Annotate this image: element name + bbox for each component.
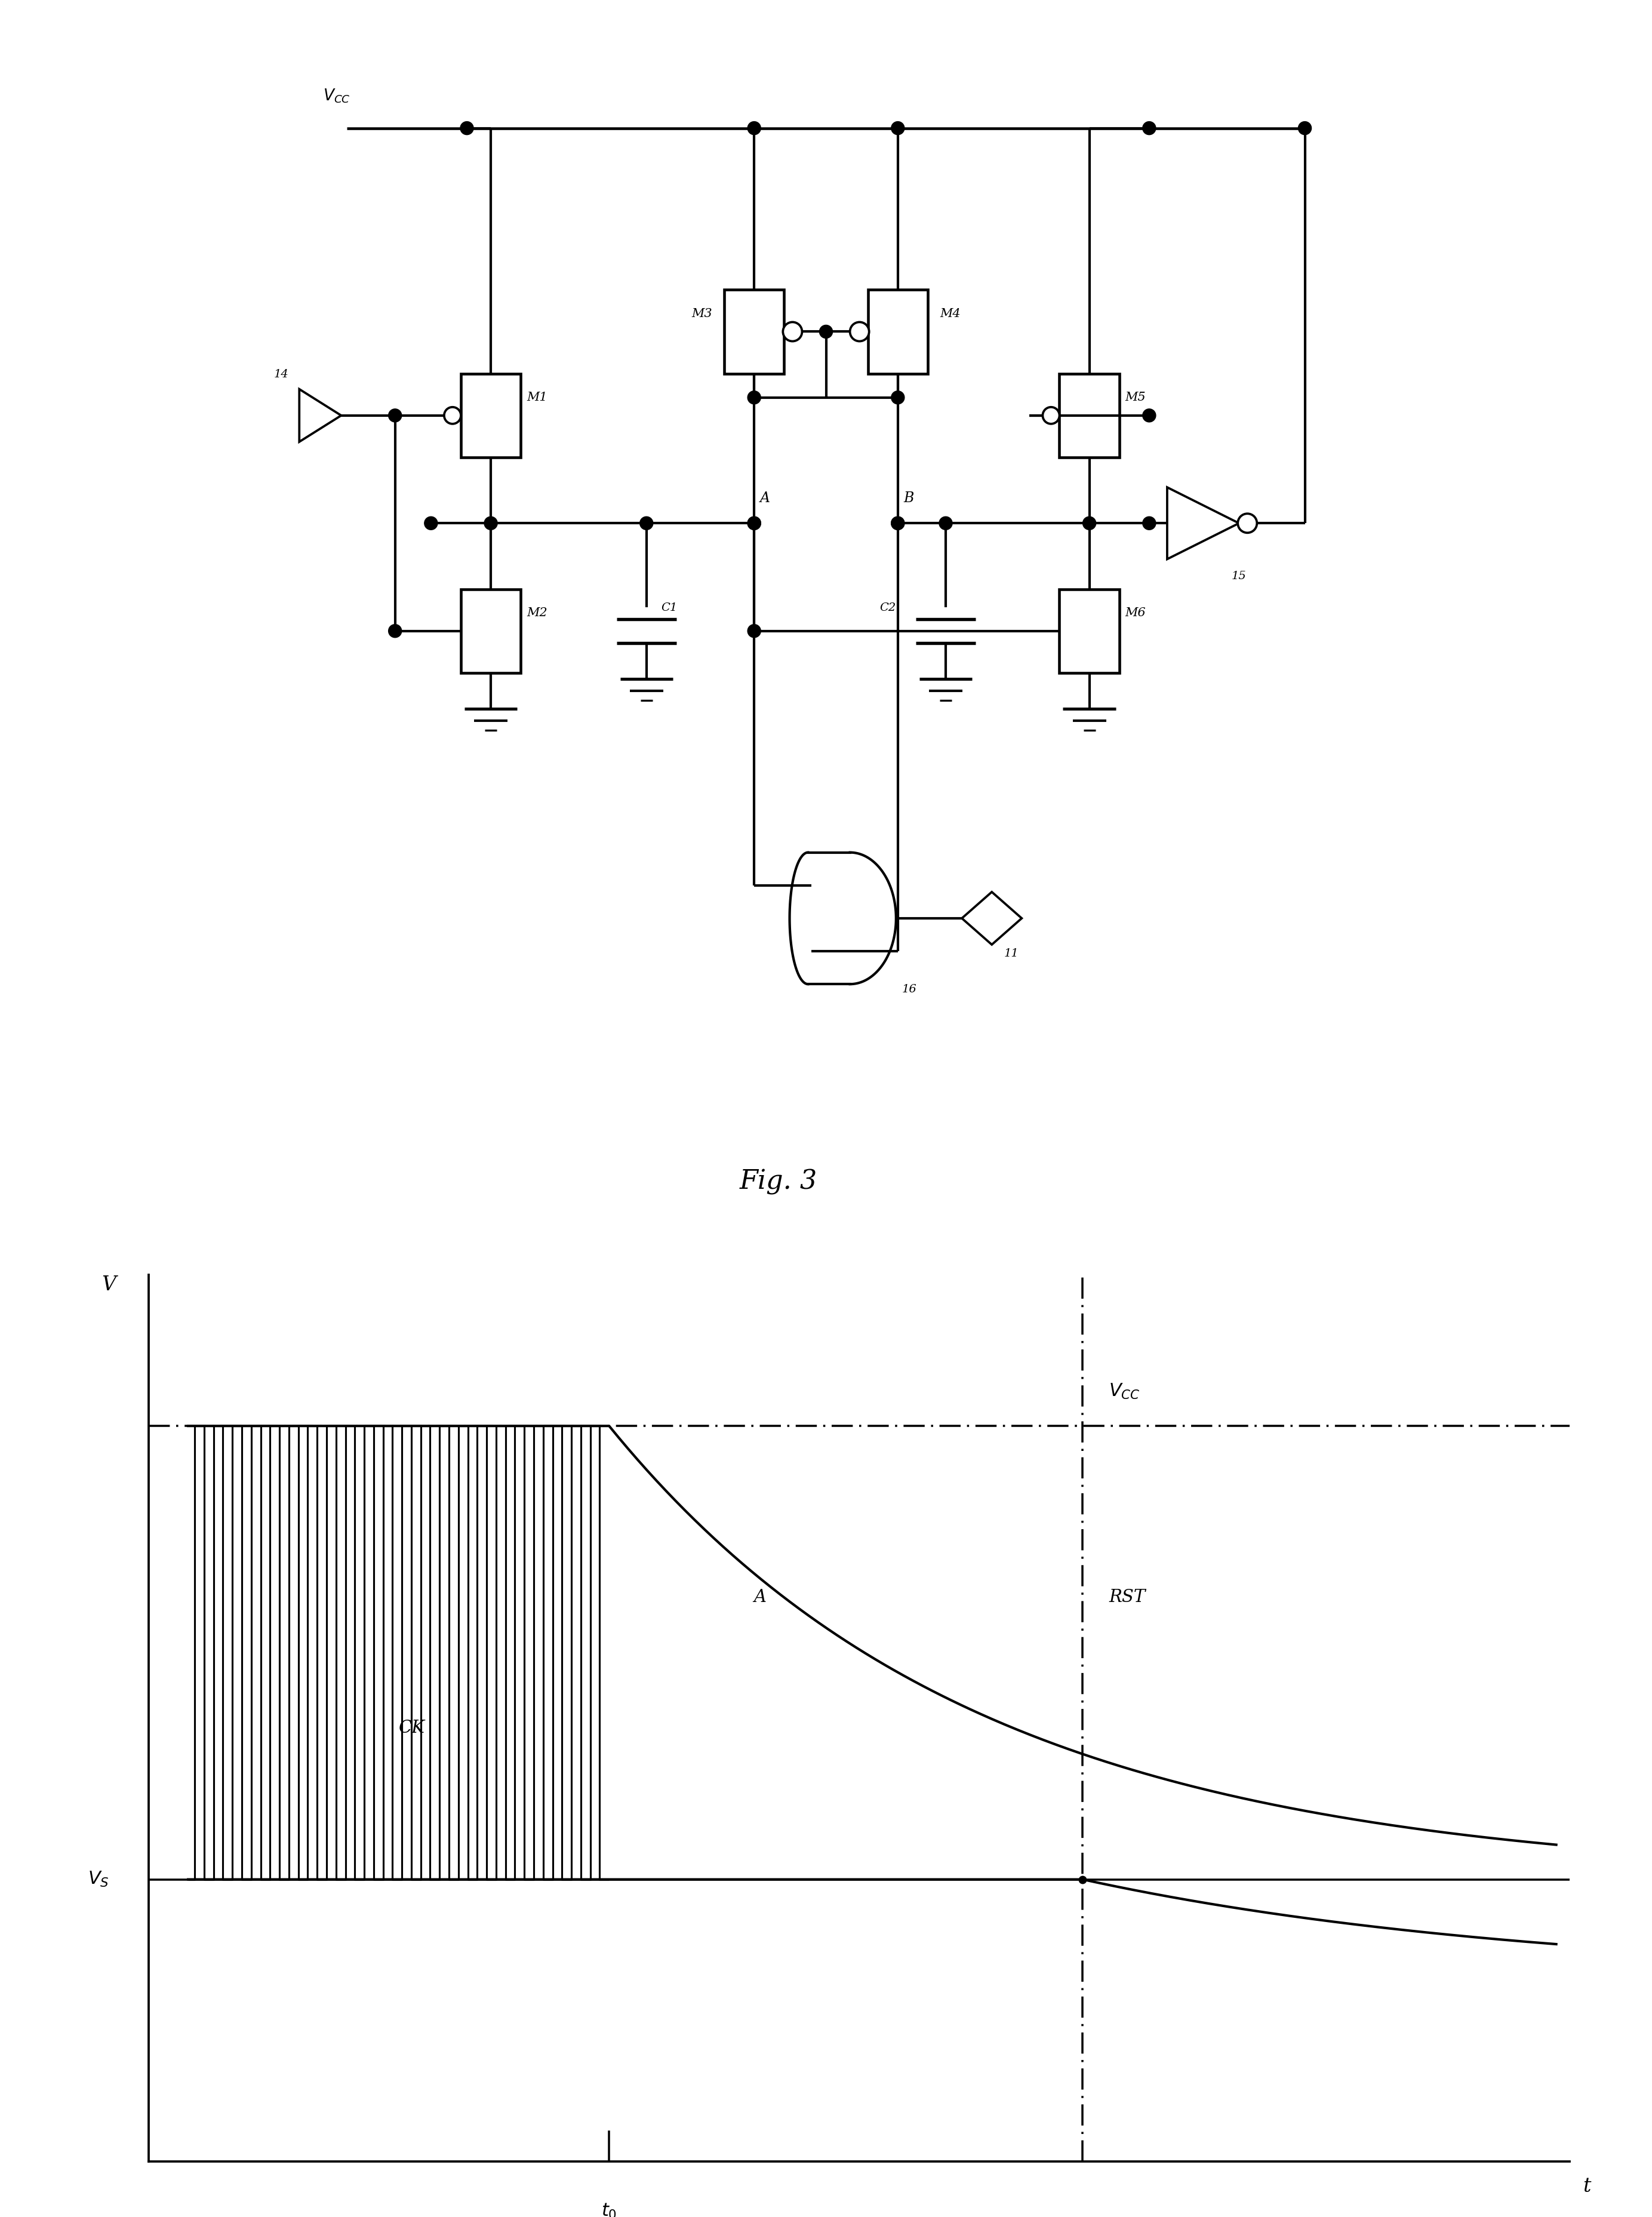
Text: RST: RST <box>1108 1590 1145 1605</box>
Text: t: t <box>1583 2177 1591 2197</box>
Circle shape <box>639 517 653 530</box>
Text: Fig. 3: Fig. 3 <box>738 1168 818 1195</box>
Bar <box>724 290 785 372</box>
Text: 16: 16 <box>902 984 917 995</box>
Circle shape <box>444 408 461 423</box>
Circle shape <box>1042 408 1059 423</box>
Circle shape <box>783 321 803 341</box>
Text: 14: 14 <box>274 368 289 379</box>
Text: A: A <box>760 492 770 505</box>
Circle shape <box>461 122 474 135</box>
Circle shape <box>1082 517 1095 530</box>
Circle shape <box>748 517 762 530</box>
Bar <box>1059 372 1120 457</box>
Bar <box>461 590 520 672</box>
Circle shape <box>1143 517 1156 530</box>
Circle shape <box>388 408 401 421</box>
Text: V: V <box>101 1275 116 1295</box>
Circle shape <box>849 321 869 341</box>
Circle shape <box>388 625 401 638</box>
Circle shape <box>748 625 762 638</box>
Circle shape <box>748 517 762 530</box>
Text: M5: M5 <box>1125 392 1146 403</box>
Circle shape <box>890 517 904 530</box>
Bar <box>1059 590 1120 672</box>
Circle shape <box>748 390 762 403</box>
Text: B: B <box>904 492 914 505</box>
Text: $V_{CC}$: $V_{CC}$ <box>1108 1381 1140 1401</box>
Circle shape <box>1143 408 1156 421</box>
Text: M2: M2 <box>527 607 547 619</box>
Circle shape <box>1143 122 1156 135</box>
Circle shape <box>748 122 762 135</box>
Text: $V_{CC}$: $V_{CC}$ <box>324 86 350 104</box>
Text: M6: M6 <box>1125 607 1146 619</box>
Text: C1: C1 <box>661 603 677 612</box>
Circle shape <box>484 517 497 530</box>
Circle shape <box>938 517 952 530</box>
Bar <box>867 290 928 372</box>
Text: 15: 15 <box>1232 572 1246 581</box>
Text: A: A <box>753 1590 767 1605</box>
Circle shape <box>890 517 904 530</box>
Circle shape <box>890 122 904 135</box>
Text: C2: C2 <box>881 603 895 612</box>
Circle shape <box>819 326 833 339</box>
Text: $V_S$: $V_S$ <box>88 1871 109 1889</box>
Text: 11: 11 <box>1004 949 1019 960</box>
Text: M4: M4 <box>940 308 960 319</box>
Text: CK: CK <box>398 1720 425 1736</box>
Circle shape <box>1237 514 1257 532</box>
Text: M3: M3 <box>692 308 712 319</box>
Circle shape <box>890 390 904 403</box>
Circle shape <box>1298 122 1312 135</box>
Bar <box>461 372 520 457</box>
Text: M1: M1 <box>527 392 547 403</box>
Circle shape <box>425 517 438 530</box>
Text: $t_0$: $t_0$ <box>601 2201 616 2217</box>
